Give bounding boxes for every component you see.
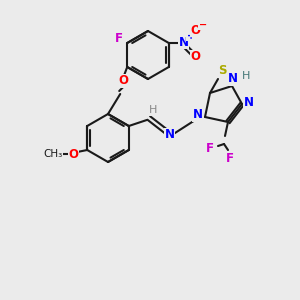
- Text: N: N: [244, 95, 254, 109]
- Text: N: N: [179, 35, 189, 49]
- Text: F: F: [206, 142, 214, 154]
- Text: S: S: [218, 64, 226, 77]
- Text: F: F: [115, 32, 123, 46]
- Text: O: O: [118, 74, 128, 88]
- Text: N: N: [228, 73, 238, 85]
- Text: N: N: [165, 128, 175, 142]
- Text: O: O: [191, 50, 201, 64]
- Text: H: H: [242, 71, 250, 81]
- Text: N: N: [193, 109, 203, 122]
- Text: O: O: [68, 148, 78, 160]
- Text: O: O: [191, 23, 201, 37]
- Text: +: +: [187, 31, 195, 41]
- Text: H: H: [148, 105, 157, 115]
- Text: F: F: [226, 152, 234, 164]
- Text: −: −: [199, 20, 207, 30]
- Text: CH₃: CH₃: [44, 149, 63, 159]
